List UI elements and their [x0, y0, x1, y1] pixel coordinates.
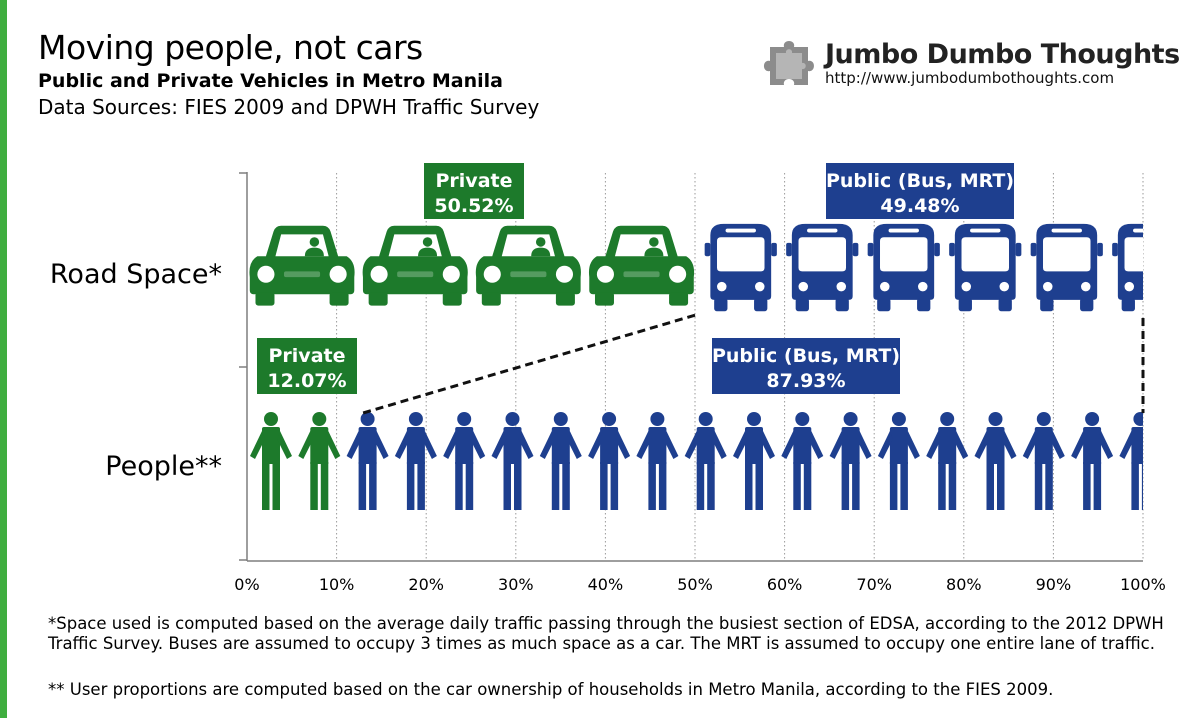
x-tick-label: 70%	[856, 575, 892, 594]
bar-road-space	[249, 223, 1143, 312]
bus-icon	[704, 223, 777, 312]
bus-icon	[786, 223, 859, 312]
person-icon-public	[588, 412, 631, 510]
x-tick-label: 50%	[677, 575, 713, 594]
data-label: 50.52%	[434, 195, 513, 217]
boundary-connector	[362, 313, 697, 415]
person-icon-public	[877, 412, 920, 510]
car-icon	[362, 225, 468, 306]
x-tick-label: 60%	[767, 575, 803, 594]
bar-people	[250, 412, 1143, 510]
labels: Private 50.52% Public (Bus, MRT) 49.48% Priv…	[257, 163, 1014, 394]
person-icon-public	[346, 412, 389, 510]
data-label: 12.07%	[267, 370, 346, 392]
person-icon-public	[974, 412, 1017, 510]
person-icon-public	[636, 412, 679, 510]
person-icon-public	[1022, 412, 1065, 510]
person-icon-public	[394, 412, 437, 510]
label-box	[257, 338, 357, 394]
brand-url: http://www.jumbodumbothoughts.com	[825, 69, 1115, 87]
series-name: Private	[436, 170, 513, 192]
brand-name: Jumbo Dumbo Thoughts	[825, 39, 1180, 70]
label-box	[424, 163, 524, 219]
accent-bar	[0, 0, 7, 718]
x-tick-label: 30%	[498, 575, 534, 594]
person-icon-public	[539, 412, 582, 510]
bar-segment-public	[704, 223, 1143, 312]
category-label: People**	[105, 451, 222, 482]
brand: Jumbo Dumbo Thoughts http://www.jumbodum…	[762, 33, 1180, 93]
person-icon-private	[298, 412, 341, 510]
category-label: Road Space*	[50, 259, 222, 290]
car-icon	[588, 225, 695, 306]
bus-icon	[1030, 223, 1103, 312]
x-tick-label: 10%	[319, 575, 355, 594]
label-box	[826, 163, 1014, 219]
footnote-road-space: *Space used is computed based on the ave…	[48, 614, 1164, 653]
person-icon-public	[781, 412, 824, 510]
series-name: Public (Bus, MRT)	[712, 345, 900, 367]
value-label-private: Private 12.07%	[257, 338, 357, 394]
x-tick-label: 100%	[1120, 575, 1166, 594]
series-name: Private	[269, 345, 346, 367]
axes: 0% 10% 20% 30% 40% 50% 60% 70% 80% 90% 100% Road Sp…	[50, 172, 1166, 594]
person-icon-public	[443, 412, 486, 510]
series-name: Public (Bus, MRT)	[826, 170, 1014, 192]
page-subtitle: Public and Private Vehicles in Metro Man…	[38, 70, 503, 92]
data-label: 49.48%	[880, 195, 959, 217]
person-icon-public	[684, 412, 727, 510]
person-icon-public	[829, 412, 872, 510]
person-icon-public	[926, 412, 969, 510]
person-icon-public	[1071, 412, 1114, 510]
bar-segment-private	[249, 225, 695, 306]
car-icon	[249, 225, 355, 306]
x-tick-label: 40%	[588, 575, 624, 594]
x-tick-label: 90%	[1036, 575, 1072, 594]
bus-icon	[949, 223, 1022, 312]
data-label: 87.93%	[766, 370, 845, 392]
page-title: Moving people, not cars	[38, 28, 423, 67]
x-tick-label: 80%	[946, 575, 982, 594]
puzzle-piece-icon	[764, 41, 814, 85]
bus-icon	[867, 223, 940, 312]
footnote-people: ** User proportions are computed based o…	[48, 680, 1054, 699]
person-icon-public	[491, 412, 534, 510]
person-icon-public	[733, 412, 775, 510]
x-tick-label: 20%	[408, 575, 444, 594]
person-icon-private	[250, 412, 292, 510]
data-sources: Data Sources: FIES 2009 and DPWH Traffic…	[38, 95, 540, 119]
person-icon-public	[1119, 412, 1143, 510]
label-box	[712, 338, 900, 394]
car-icon	[475, 225, 581, 306]
x-tick-label: 0%	[234, 575, 259, 594]
value-label-private: Private 50.52%	[424, 163, 524, 219]
bus-icon	[1112, 223, 1143, 312]
value-label-public: Public (Bus, MRT) 87.93%	[712, 338, 900, 394]
value-label-public: Public (Bus, MRT) 49.48%	[826, 163, 1014, 219]
annotations	[362, 313, 1145, 415]
